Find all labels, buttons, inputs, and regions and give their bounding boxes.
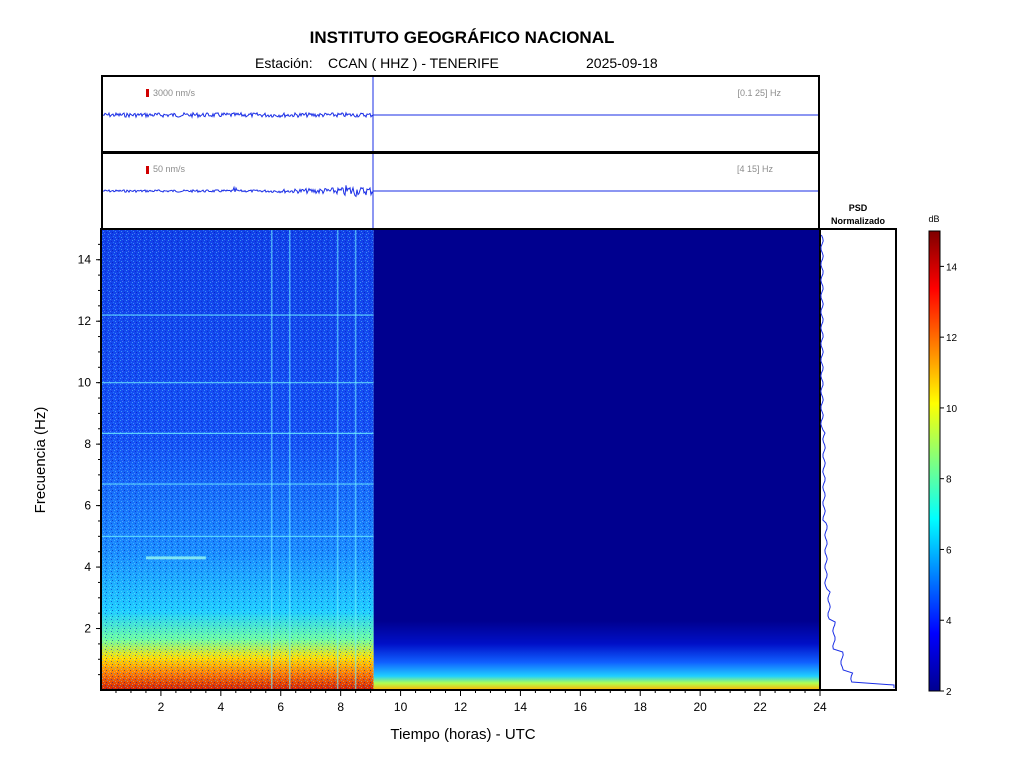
y-tick-label: 14 bbox=[78, 253, 92, 267]
amplitude-scale-bar bbox=[146, 89, 149, 97]
colorbar-tick-label: 12 bbox=[946, 333, 958, 344]
x-tick-label: 8 bbox=[337, 700, 344, 714]
x-tick-label: 4 bbox=[217, 700, 224, 714]
x-tick-label: 24 bbox=[813, 700, 827, 714]
seismogram-trace bbox=[103, 154, 818, 228]
colorbar bbox=[928, 230, 941, 692]
trace-waveform bbox=[103, 185, 374, 198]
x-tick-label: 18 bbox=[634, 700, 648, 714]
colorbar-ticks: 2 4 6 8 10 12 14 bbox=[940, 262, 958, 698]
spectrogram-noise-texture bbox=[101, 229, 374, 690]
amplitude-scale-bar bbox=[146, 166, 149, 174]
station-name: CCAN ( HHZ ) - TENERIFE bbox=[328, 55, 499, 71]
psd-subtitle: Normalizado bbox=[831, 216, 886, 226]
colorbar-tick-label: 6 bbox=[946, 545, 952, 556]
spectrogram-features bbox=[101, 229, 374, 690]
x-tick-label: 22 bbox=[753, 700, 767, 714]
x-tick-label: 6 bbox=[277, 700, 284, 714]
colorbar-tick-label: 8 bbox=[946, 475, 952, 486]
x-axis-label: Tiempo (horas) - UTC bbox=[390, 726, 535, 743]
y-tick-label: 6 bbox=[84, 499, 91, 513]
x-tick-label: 14 bbox=[514, 700, 528, 714]
frequency-band-label: [4 15] Hz bbox=[736, 164, 773, 174]
filtered-trace-panel: 50 nm/s [4 15] Hz bbox=[101, 152, 820, 230]
date-label: 2025-09-18 bbox=[586, 55, 658, 71]
y-tick-label: 8 bbox=[84, 437, 91, 451]
colorbar-tick-label: 10 bbox=[946, 404, 958, 415]
spectrogram-no-data-area bbox=[373, 229, 820, 690]
psd-panel bbox=[819, 228, 897, 691]
seismogram-trace bbox=[103, 77, 818, 151]
x-axis-ticks: 2 4 6 8 10 12 14 16 18 20 22 24 bbox=[115, 690, 827, 714]
colorbar-tick-label: 4 bbox=[946, 616, 952, 627]
y-tick-label: 4 bbox=[84, 560, 91, 574]
trace-waveform bbox=[103, 111, 374, 119]
x-tick-label: 2 bbox=[158, 700, 165, 714]
broadband-trace-panel: 3000 nm/s [0.1 25] Hz bbox=[101, 75, 820, 153]
x-tick-label: 16 bbox=[574, 700, 588, 714]
colorbar-tick-label: 2 bbox=[946, 687, 952, 698]
y-tick-label: 2 bbox=[84, 622, 91, 636]
y-axis-ticks: 2 4 6 8 10 12 14 bbox=[78, 243, 101, 676]
x-tick-label: 12 bbox=[454, 700, 468, 714]
x-tick-label: 10 bbox=[394, 700, 408, 714]
y-tick-label: 10 bbox=[78, 376, 92, 390]
psd-curve bbox=[820, 234, 895, 688]
station-label: Estación: bbox=[255, 55, 313, 71]
y-tick-label: 12 bbox=[78, 314, 92, 328]
x-tick-label: 20 bbox=[693, 700, 707, 714]
y-axis-label: Frecuencia (Hz) bbox=[32, 407, 49, 514]
spectrogram-data-area bbox=[101, 229, 374, 690]
amplitude-scale-label: 50 nm/s bbox=[153, 164, 186, 174]
colorbar-tick-label: 14 bbox=[946, 262, 958, 273]
page-title: INSTITUTO GEOGRÁFICO NACIONAL bbox=[309, 28, 615, 47]
spectrogram-frame bbox=[100, 228, 821, 691]
frequency-band-label: [0.1 25] Hz bbox=[737, 88, 781, 98]
amplitude-scale-label: 3000 nm/s bbox=[153, 88, 196, 98]
psd-title: PSD bbox=[849, 203, 868, 213]
colorbar-unit: dB bbox=[928, 214, 939, 224]
